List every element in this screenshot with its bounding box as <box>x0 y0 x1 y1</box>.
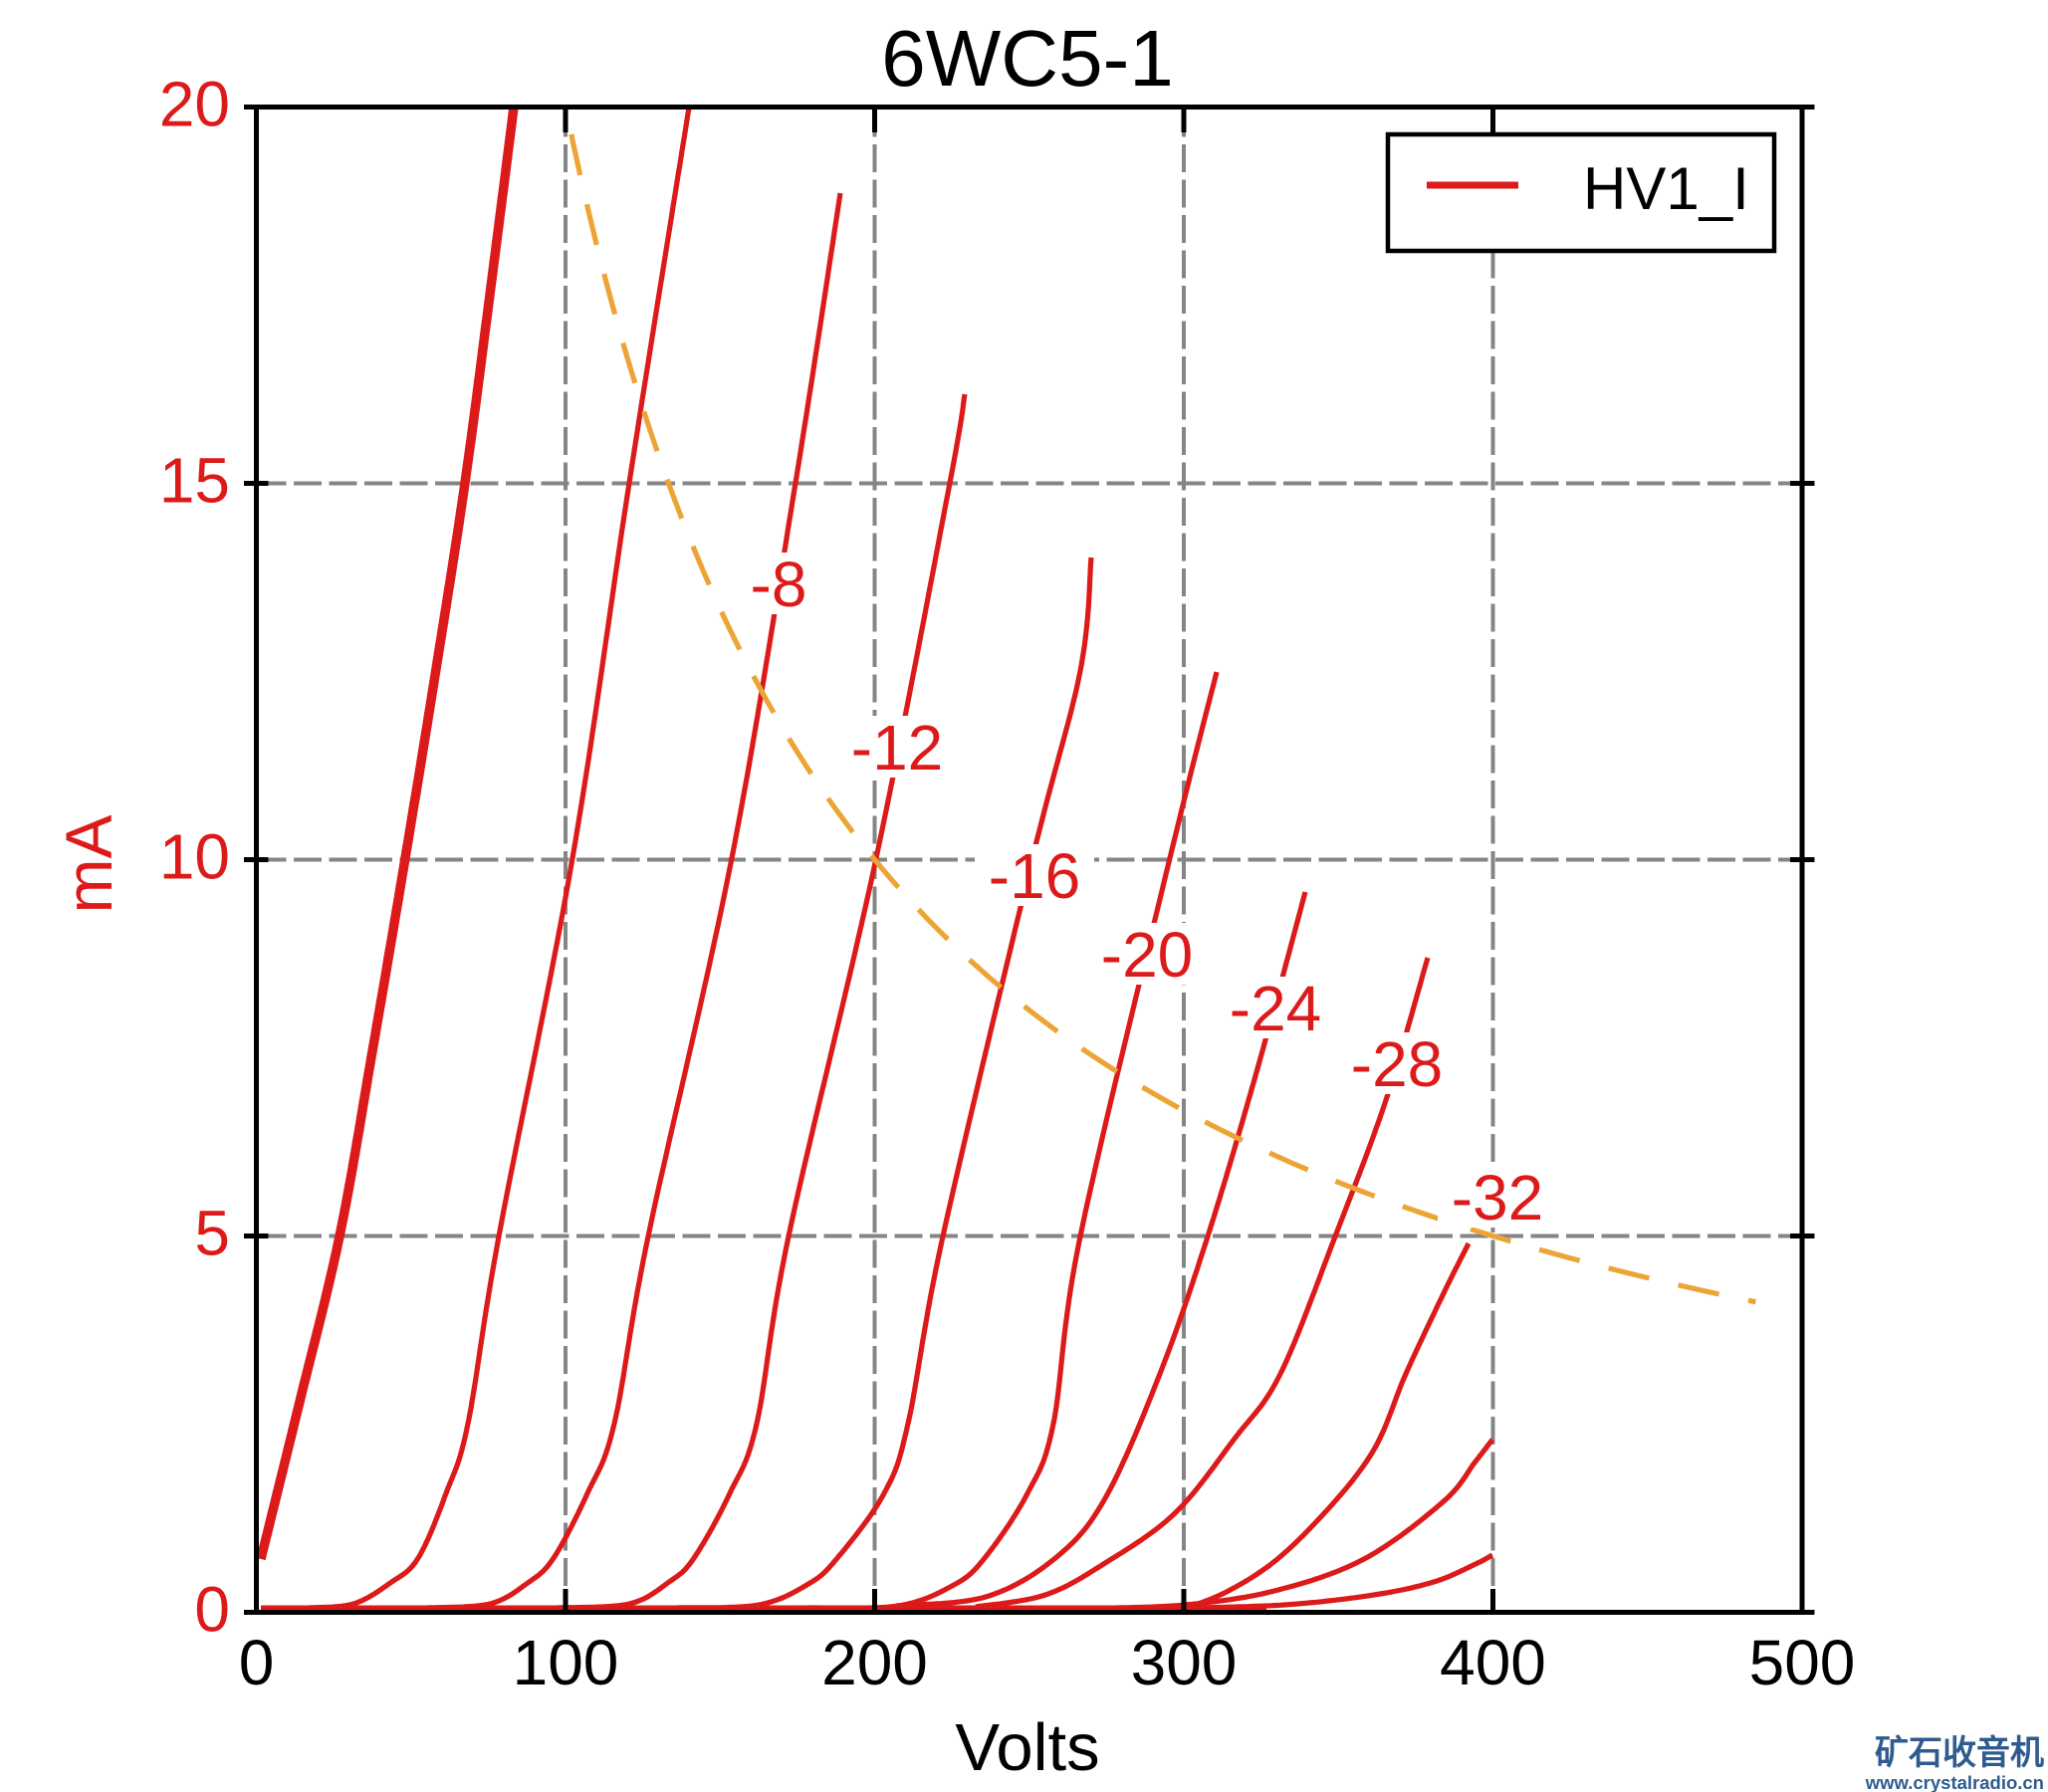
svg-text:300: 300 <box>1131 1627 1238 1698</box>
svg-text:500: 500 <box>1749 1627 1856 1698</box>
svg-text:矿石收音机: 矿石收音机 <box>1875 1734 2044 1772</box>
svg-text:-16: -16 <box>989 840 1081 912</box>
svg-text:-12: -12 <box>851 712 944 784</box>
svg-text:-20: -20 <box>1101 919 1194 991</box>
svg-text:0: 0 <box>239 1627 275 1698</box>
svg-text:5: 5 <box>194 1198 230 1269</box>
svg-text:15: 15 <box>159 445 230 517</box>
svg-text:100: 100 <box>513 1627 619 1698</box>
svg-text:-24: -24 <box>1230 973 1322 1044</box>
svg-text:200: 200 <box>821 1627 928 1698</box>
svg-text:-28: -28 <box>1351 1028 1444 1100</box>
svg-text:400: 400 <box>1440 1627 1546 1698</box>
svg-text:6WC5-1: 6WC5-1 <box>881 14 1173 103</box>
svg-text:Volts: Volts <box>955 1710 1099 1785</box>
svg-text:0: 0 <box>194 1574 230 1646</box>
svg-text:-8: -8 <box>751 549 807 620</box>
svg-text:20: 20 <box>159 69 230 140</box>
svg-text:10: 10 <box>159 821 230 893</box>
svg-text:-32: -32 <box>1452 1162 1544 1233</box>
svg-text:HV1_I: HV1_I <box>1583 155 1749 222</box>
svg-text:mA: mA <box>52 815 125 914</box>
svg-text:www.crystalradio.cn: www.crystalradio.cn <box>1865 1772 2044 1792</box>
